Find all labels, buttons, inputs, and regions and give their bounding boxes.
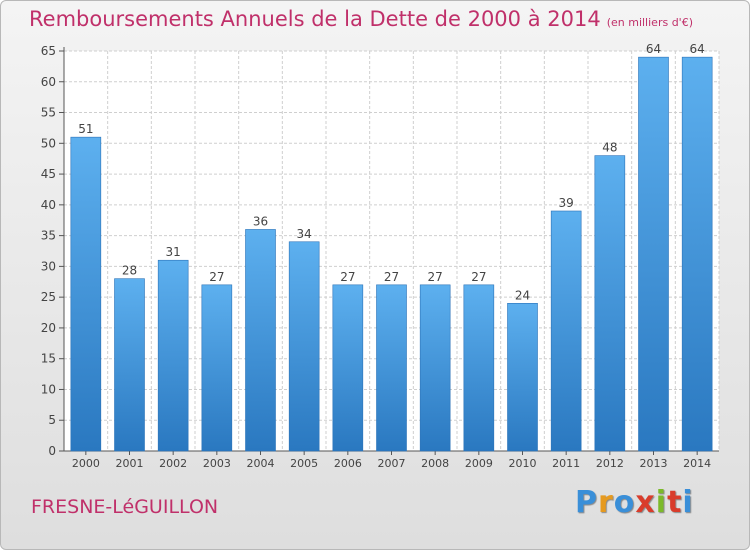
bar xyxy=(288,241,320,452)
bar xyxy=(376,284,407,452)
data-label: 27 xyxy=(384,270,399,284)
y-tick-labels: 0 5 10 15 20 25 30 35 40 45 50 55 60 65 xyxy=(41,44,56,458)
bar xyxy=(507,303,538,452)
y-tick-label: 55 xyxy=(41,106,56,120)
data-label: 27 xyxy=(209,270,224,284)
data-label: 27 xyxy=(340,270,355,284)
x-tick-label: 2014 xyxy=(683,457,711,470)
x-tick-label: 2007 xyxy=(378,457,406,470)
x-tick-label: 2003 xyxy=(203,457,231,470)
data-label: 27 xyxy=(428,270,443,284)
bar xyxy=(201,284,233,452)
x-tick-label: 2012 xyxy=(596,457,624,470)
bar xyxy=(157,259,189,452)
data-labels: 51 28 31 27 36 34 27 27 27 27 24 39 48 64 64 xyxy=(78,42,705,302)
data-label: 28 xyxy=(122,264,137,278)
y-tick-label: 0 xyxy=(48,444,56,458)
y-tick-label: 60 xyxy=(41,75,56,89)
x-tick-label: 2010 xyxy=(509,457,537,470)
chart-title: Remboursements Annuels de la Dette de 20… xyxy=(29,7,693,31)
bar xyxy=(70,136,102,452)
y-tick-label: 5 xyxy=(48,413,56,427)
data-label: 24 xyxy=(515,288,530,302)
y-tick-label: 45 xyxy=(41,167,56,181)
bar xyxy=(245,229,276,452)
logo-letter: i xyxy=(682,485,694,520)
x-tick-label: 2008 xyxy=(421,457,449,470)
x-tick-label: 2005 xyxy=(290,457,318,470)
y-tick-label: 35 xyxy=(41,229,56,243)
data-label: 36 xyxy=(253,214,268,228)
x-tick-label: 2004 xyxy=(247,457,275,470)
bar xyxy=(419,284,451,452)
bars xyxy=(70,56,713,452)
y-tick-label: 40 xyxy=(41,198,56,212)
bar xyxy=(332,284,364,452)
data-label: 51 xyxy=(78,122,93,136)
y-tick-label: 30 xyxy=(41,259,56,273)
logo-letter: P xyxy=(575,485,598,520)
x-tick-label: 2001 xyxy=(116,457,144,470)
data-label: 64 xyxy=(646,42,661,56)
y-tick-label: 65 xyxy=(41,44,56,58)
y-tick-label: 20 xyxy=(41,321,56,335)
bar xyxy=(638,56,669,452)
bar xyxy=(114,278,145,452)
bar xyxy=(550,210,582,452)
logo-letter: o xyxy=(613,485,636,520)
y-tick-label: 15 xyxy=(41,352,56,366)
logo-letter: i xyxy=(655,485,668,520)
proxiti-logo[interactable]: Proxiti xyxy=(575,485,694,520)
logo-letter: x xyxy=(635,485,656,520)
x-tick-label: 2006 xyxy=(334,457,362,470)
logo-letter: t xyxy=(667,485,683,520)
data-label: 31 xyxy=(166,245,181,259)
data-label: 48 xyxy=(602,141,617,155)
logo-letter: r xyxy=(598,485,614,520)
y-tick-label: 25 xyxy=(41,290,56,304)
bar xyxy=(463,284,495,452)
bar xyxy=(681,56,713,452)
x-tick-labels: 2000 2001 2002 2003 2004 2005 2006 2007 2008 2009… xyxy=(72,457,711,470)
data-label: 27 xyxy=(471,270,486,284)
chart-subtitle: (en milliers d'€) xyxy=(606,16,693,29)
data-label: 34 xyxy=(297,227,312,241)
town-name: FRESNE-LéGUILLON xyxy=(31,496,219,518)
x-tick-label: 2011 xyxy=(552,457,580,470)
x-tick-label: 2009 xyxy=(465,457,493,470)
y-tick-label: 50 xyxy=(41,136,56,150)
x-tick-label: 2002 xyxy=(159,457,187,470)
x-tick-label: 2000 xyxy=(72,457,100,470)
y-tick-label: 10 xyxy=(41,382,56,396)
chart-title-text: Remboursements Annuels de la Dette de 20… xyxy=(29,7,601,31)
bar xyxy=(594,155,626,452)
data-label: 39 xyxy=(559,196,574,210)
x-tick-label: 2013 xyxy=(640,457,668,470)
data-label: 64 xyxy=(690,42,705,56)
